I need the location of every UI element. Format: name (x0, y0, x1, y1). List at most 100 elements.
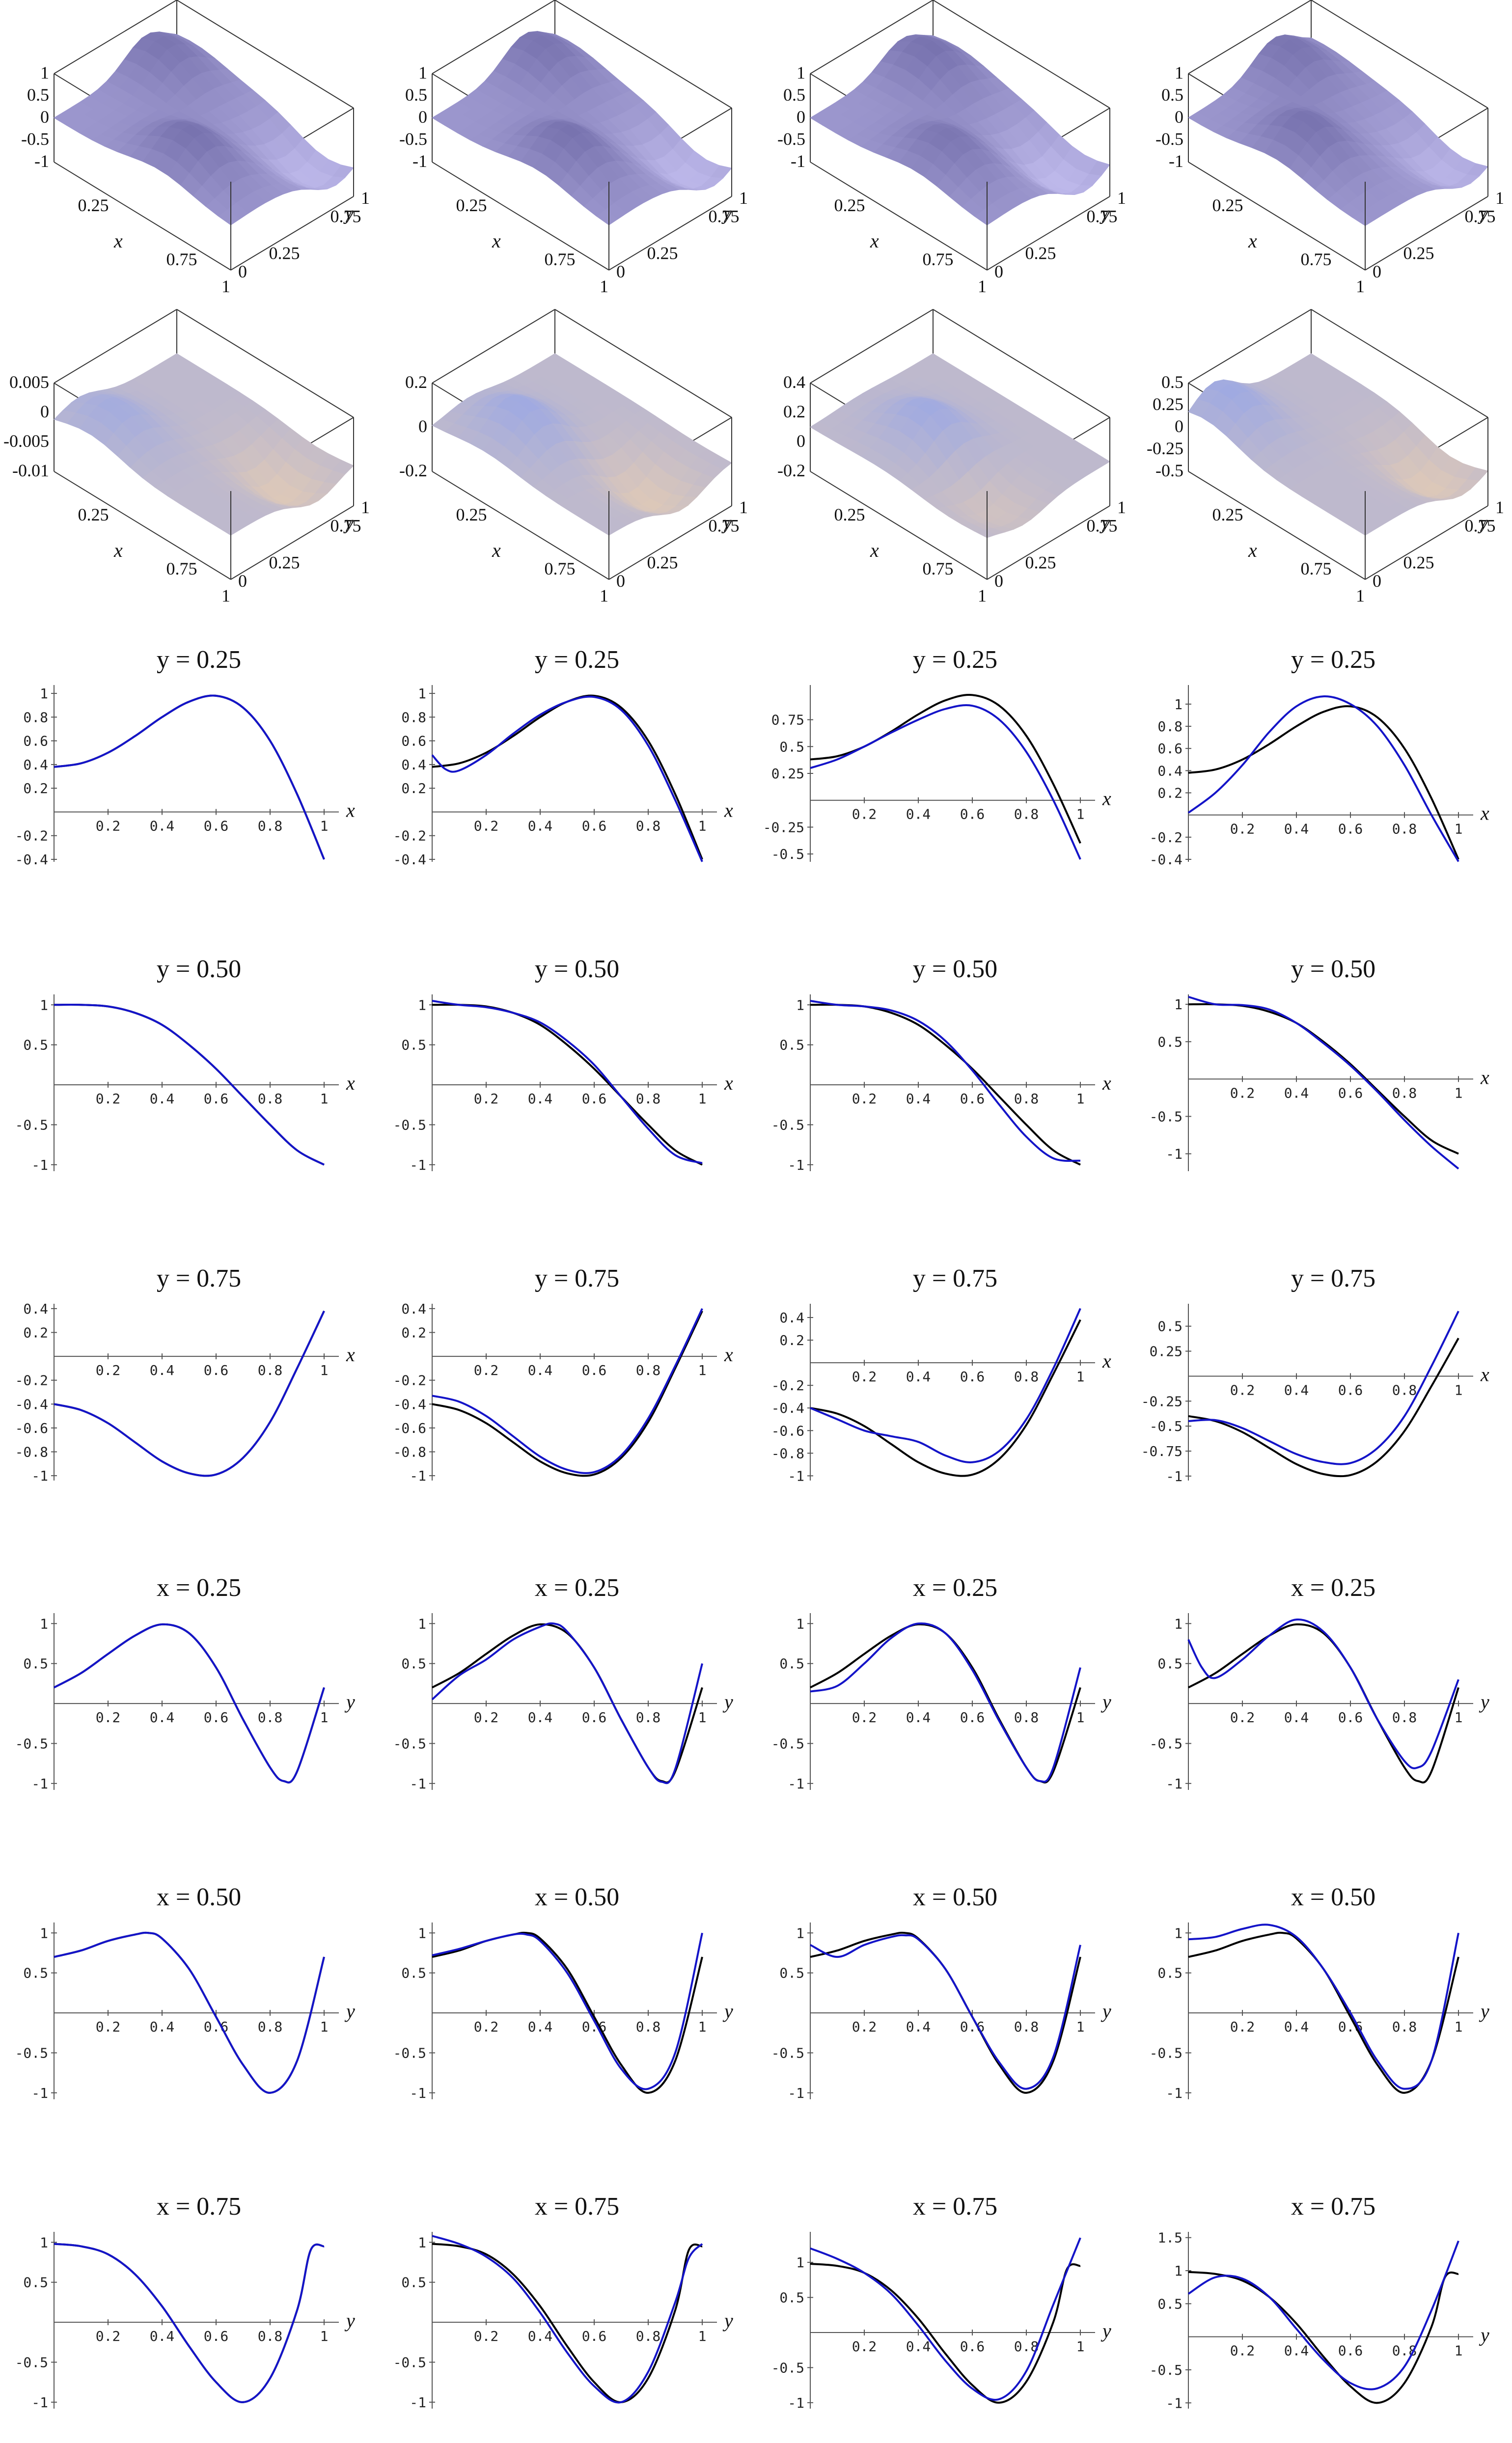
section-title: y = 0.75 (535, 1264, 619, 1292)
y-tick-label: 1 (361, 497, 370, 517)
box-edge (810, 0, 934, 74)
section-title: x = 0.25 (1291, 1574, 1375, 1602)
y-tick-label: 0.75 (1087, 516, 1118, 536)
x-tick-label: 1 (320, 1709, 329, 1726)
y-tick-label: -0.5 (771, 2360, 804, 2376)
x-tick-label: 1 (1455, 821, 1463, 837)
y-tick-label: 0 (994, 262, 1003, 281)
approx-curve (432, 1932, 703, 2090)
y-tick-label: 0.5 (1157, 2296, 1182, 2312)
y-tick-label: -0.6 (771, 1423, 804, 1439)
y-tick-label: 0.5 (401, 2275, 426, 2291)
y-tick-label: -0.5 (1150, 1418, 1182, 1434)
box-edge (1311, 0, 1488, 109)
z-tick-label: -1 (791, 151, 805, 171)
x-tick-label: 0.2 (96, 2019, 121, 2035)
approx-curve (1187, 2240, 1459, 2390)
surface-mesh (432, 353, 732, 536)
z-tick-label: 0 (1175, 416, 1183, 436)
x-axis-label: x (492, 539, 501, 561)
box-edge (1188, 309, 1312, 384)
y-tick-label: 0.25 (1025, 553, 1056, 573)
y-tick-label: -1 (1166, 2085, 1182, 2101)
y-tick-label: -1 (31, 2394, 48, 2411)
section-title: x = 0.25 (913, 1574, 997, 1602)
y-tick-label: 0.5 (401, 1656, 426, 1672)
section-plots: y = 0.25 0.2 0.4 0.6 0.8 1 x 1 0.8 0.6 0.4 0.2 -0.2 -… (15, 646, 1489, 2411)
box-edge (987, 505, 1110, 580)
x-axis-label: x (724, 799, 733, 821)
section-title: y = 0.25 (157, 646, 241, 674)
x-tick-label: 1 (320, 1362, 329, 1378)
x-tick-label: 0.6 (204, 818, 229, 834)
y-tick-label: 0.75 (1465, 516, 1496, 536)
y-axis-label: y (1478, 512, 1488, 534)
exact-curve (1188, 2271, 1459, 2404)
x-tick-label: 0.6 (1338, 2343, 1363, 2359)
y-tick-label: 0.5 (779, 739, 804, 755)
y-tick-label: -0.8 (771, 1445, 804, 1461)
y-tick-label: 0 (238, 571, 247, 591)
x-axis-label: x (113, 230, 123, 252)
x-axis-label: x (724, 1344, 733, 1366)
y-tick-label: -0.2 (771, 1377, 804, 1394)
y-tick-label: -1 (788, 2395, 804, 2411)
section-title: x = 0.25 (535, 1574, 619, 1602)
x-tick-label: 0.8 (1392, 821, 1417, 837)
x-tick-label: 0.8 (636, 818, 661, 834)
y-tick-label: 0 (238, 262, 247, 281)
y-tick-label: -0.5 (771, 1735, 804, 1752)
section-title: y = 0.50 (1291, 955, 1375, 983)
y-tick-label: 0.5 (1157, 1656, 1182, 1672)
y-axis-label: y (1478, 202, 1488, 224)
box-edge (933, 309, 1110, 418)
exact-curve (810, 2263, 1081, 2404)
y-tick-label: 0.25 (1150, 1344, 1182, 1360)
section-plot-r4c0: y = 0.75 0.2 0.4 0.6 0.8 1 x 0.4 0.2 -0.2 -0.4 -0.6… (15, 1264, 355, 1484)
box-edge (810, 471, 988, 580)
x-tick-label: 0.75 (166, 249, 197, 269)
z-tick-label: -0.5 (1155, 461, 1183, 480)
exact-curve (810, 1319, 1081, 1477)
surface-patch (810, 112, 832, 126)
y-tick-label: -1 (1166, 1776, 1182, 1792)
x-axis-label: y (1479, 2000, 1489, 2022)
x-tick-label: 0.75 (923, 249, 954, 269)
y-tick-label: -0.4 (15, 851, 48, 868)
y-tick-label: -0.4 (393, 1396, 426, 1412)
x-tick-label: 0.6 (204, 1709, 229, 1726)
x-tick-label: 0.2 (96, 2328, 121, 2344)
z-tick-label: 1 (40, 63, 49, 82)
x-tick-label: 1 (978, 586, 987, 605)
x-tick-label: 0.8 (258, 2328, 283, 2344)
z-tick-label: -0.5 (399, 129, 427, 149)
box-edge (432, 309, 555, 384)
y-tick-label: 0.5 (779, 1037, 804, 1053)
x-tick-label: 0.6 (960, 1709, 985, 1726)
box-edge (608, 196, 732, 271)
y-tick-label: -1 (31, 1776, 48, 1792)
x-axis-label: y (1479, 2324, 1489, 2346)
x-tick-label: 0.2 (474, 2019, 499, 2035)
exact-curve (54, 1310, 325, 1477)
x-tick-label: 0.4 (906, 806, 931, 823)
surface-mesh (810, 353, 1110, 538)
y-tick-label: 1 (739, 188, 748, 208)
y-tick-label: 0.25 (1025, 244, 1056, 263)
x-tick-label: 1 (1076, 2338, 1085, 2355)
z-tick-label: 0.5 (405, 85, 427, 105)
box-edge (810, 162, 988, 271)
y-tick-label: -0.2 (15, 828, 48, 844)
y-tick-label: -0.2 (393, 1372, 426, 1389)
z-tick-label: 0.5 (1161, 372, 1183, 392)
section-plot-r2c3: y = 0.25 0.2 0.4 0.6 0.8 1 x 1 0.8 0.6 0.4 0.2 -0.2 -… (1150, 646, 1489, 868)
y-tick-label: -1 (410, 1776, 426, 1792)
